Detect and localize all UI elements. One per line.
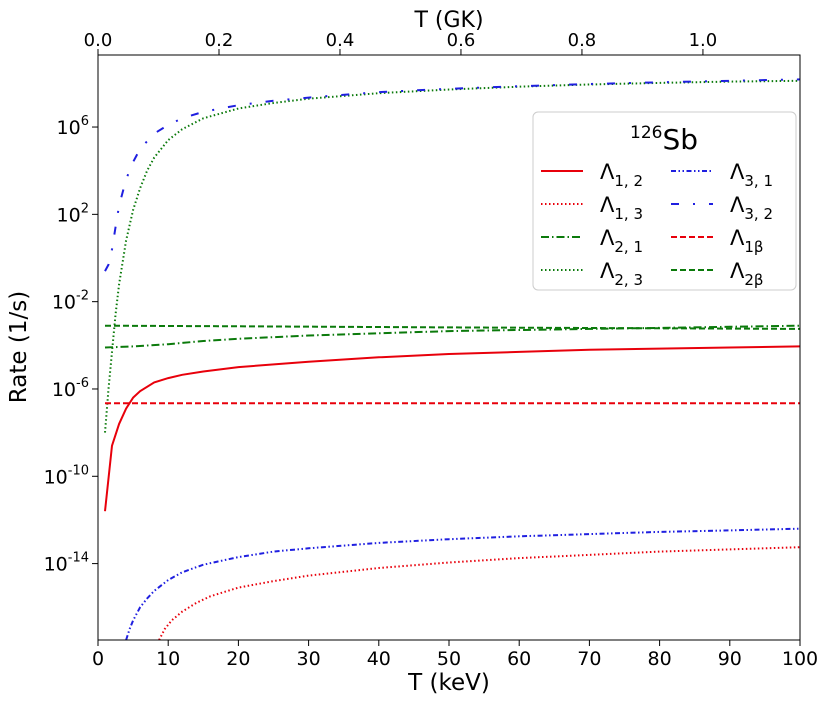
- y-tick-base: 10: [57, 204, 81, 226]
- y-tick-label: 102: [57, 201, 89, 226]
- legend-label: Λ3, 1: [730, 160, 773, 190]
- legend: 126Sb Λ1, 2Λ1, 3Λ2, 1Λ2, 3Λ3, 1Λ3, 2Λ1βΛ…: [532, 111, 797, 291]
- y-tick-label: 10-14: [44, 551, 89, 576]
- x-tick-label: 70: [577, 648, 601, 670]
- legend-label: Λ2β: [730, 259, 764, 289]
- legend-label-symbol: Λ: [730, 226, 745, 250]
- y-tick-base: 10: [44, 554, 68, 576]
- legend-label-subscript: 2, 1: [614, 238, 643, 256]
- top-tick-label: 0.2: [205, 30, 234, 51]
- legend-label: Λ1, 2: [600, 160, 643, 190]
- series-line: [104, 345, 800, 512]
- x-tick-label: 40: [367, 648, 391, 670]
- x-tick-label: 20: [226, 648, 250, 670]
- legend-title: 126Sb: [630, 123, 698, 156]
- y-tick-base: 10: [52, 292, 76, 314]
- y-tick-exponent: -6: [76, 376, 89, 391]
- legend-title-element: Sb: [662, 123, 698, 156]
- y-axis-label: Rate (1/s): [6, 291, 32, 403]
- top-tick-label: 1.0: [689, 30, 718, 51]
- x-tick-label: 90: [718, 648, 742, 670]
- y-tick-exponent: 6: [81, 114, 89, 129]
- legend-label-subscript: 2β: [744, 271, 763, 289]
- legend-box: [532, 111, 797, 291]
- y-tick-base: 10: [52, 379, 76, 401]
- series-line: [104, 324, 800, 349]
- legend-label-symbol: Λ: [600, 226, 615, 250]
- y-tick-base: 10: [57, 117, 81, 139]
- series-line: [158, 546, 800, 640]
- legend-label-symbol: Λ: [730, 160, 745, 184]
- axes-layer: 0 10 20 30 40 50 60 70 80 90 100 0.0 0.2 0.4 0.6 0.8 1.0…: [44, 30, 819, 670]
- legend-label-subscript: 1β: [744, 238, 763, 256]
- y-tick-label: 10-2: [52, 289, 89, 314]
- y-tick-base: 10: [44, 466, 68, 488]
- legend-label: Λ2, 1: [600, 226, 643, 256]
- y-tick-exponent: -10: [68, 463, 89, 478]
- legend-label-subscript: 3, 1: [744, 172, 773, 190]
- legend-label: Λ3, 2: [730, 193, 773, 223]
- legend-label-symbol: Λ: [600, 160, 615, 184]
- series-line: [104, 79, 800, 433]
- x-tick-label: 10: [156, 648, 180, 670]
- x-tick-label: 60: [507, 648, 531, 670]
- legend-label-subscript: 1, 2: [614, 172, 643, 190]
- legend-title-mass: 126: [630, 123, 662, 143]
- curves-layer: [104, 78, 800, 640]
- top-tick-label: 0.0: [84, 30, 113, 51]
- y-tick-label: 10-6: [52, 376, 89, 401]
- legend-label-subscript: 3, 2: [744, 205, 773, 223]
- y-tick-label: 10-10: [44, 463, 89, 488]
- legend-label: Λ1β: [730, 226, 764, 256]
- legend-label-symbol: Λ: [600, 259, 615, 283]
- x-tick-label: 0: [92, 648, 104, 670]
- series-line: [104, 78, 800, 272]
- top-tick-label: 0.4: [326, 30, 355, 51]
- x-axis-label: T (keV): [407, 670, 490, 696]
- legend-label: Λ1, 3: [600, 193, 643, 223]
- legend-label-symbol: Λ: [730, 259, 745, 283]
- x-tick-label: 100: [782, 648, 818, 670]
- x-tick-label: 30: [297, 648, 321, 670]
- y-tick-exponent: -14: [68, 551, 89, 566]
- top-tick-label: 0.6: [447, 30, 476, 51]
- x-tick-label: 80: [648, 648, 672, 670]
- series-line: [125, 527, 800, 640]
- series-line: [104, 324, 800, 330]
- top-tick-label: 0.8: [568, 30, 597, 51]
- legend-label-subscript: 1, 3: [614, 205, 643, 223]
- x-tick-label: 50: [437, 648, 461, 670]
- y-tick-exponent: 2: [81, 201, 89, 216]
- legend-label-symbol: Λ: [600, 193, 615, 217]
- legend-label: Λ2, 3: [600, 259, 643, 289]
- y-tick-label: 106: [57, 114, 89, 139]
- top-axis-label: T (GK): [413, 8, 483, 33]
- y-tick-exponent: -2: [76, 289, 89, 304]
- legend-label-symbol: Λ: [730, 193, 745, 217]
- legend-label-subscript: 2, 3: [614, 271, 643, 289]
